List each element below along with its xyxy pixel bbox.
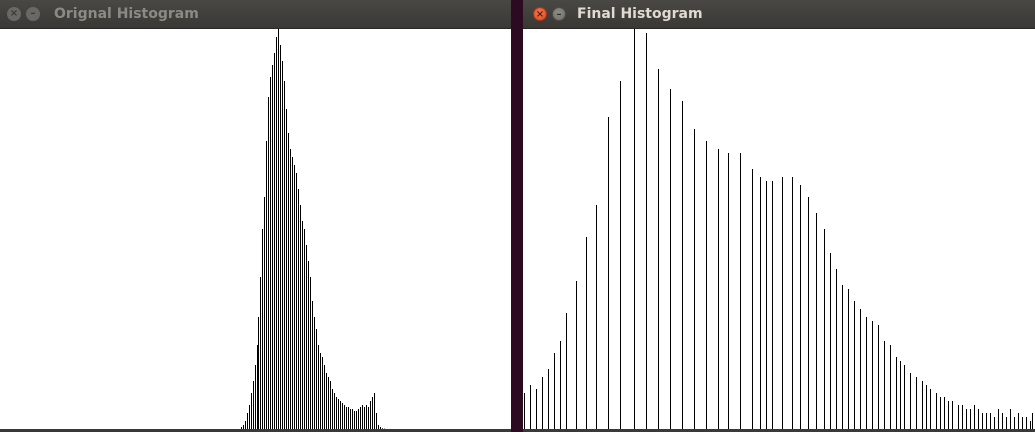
titlebar[interactable]: × – Orignal Histogram [0, 0, 511, 29]
histogram-plot [524, 29, 1033, 429]
minimize-icon[interactable]: – [26, 7, 40, 21]
final-histogram-window: × – Final Histogram [523, 0, 1035, 432]
minimize-icon[interactable]: – [552, 7, 566, 21]
window-title: Orignal Histogram [54, 6, 199, 22]
close-icon[interactable]: × [533, 7, 547, 21]
original-histogram-window: × – Orignal Histogram [0, 0, 511, 432]
histogram-canvas [0, 29, 511, 429]
histogram-plot [241, 29, 385, 429]
window-title: Final Histogram [577, 6, 703, 22]
close-icon[interactable]: × [7, 7, 21, 21]
histogram-canvas [523, 29, 1035, 429]
titlebar[interactable]: × – Final Histogram [523, 0, 1035, 29]
